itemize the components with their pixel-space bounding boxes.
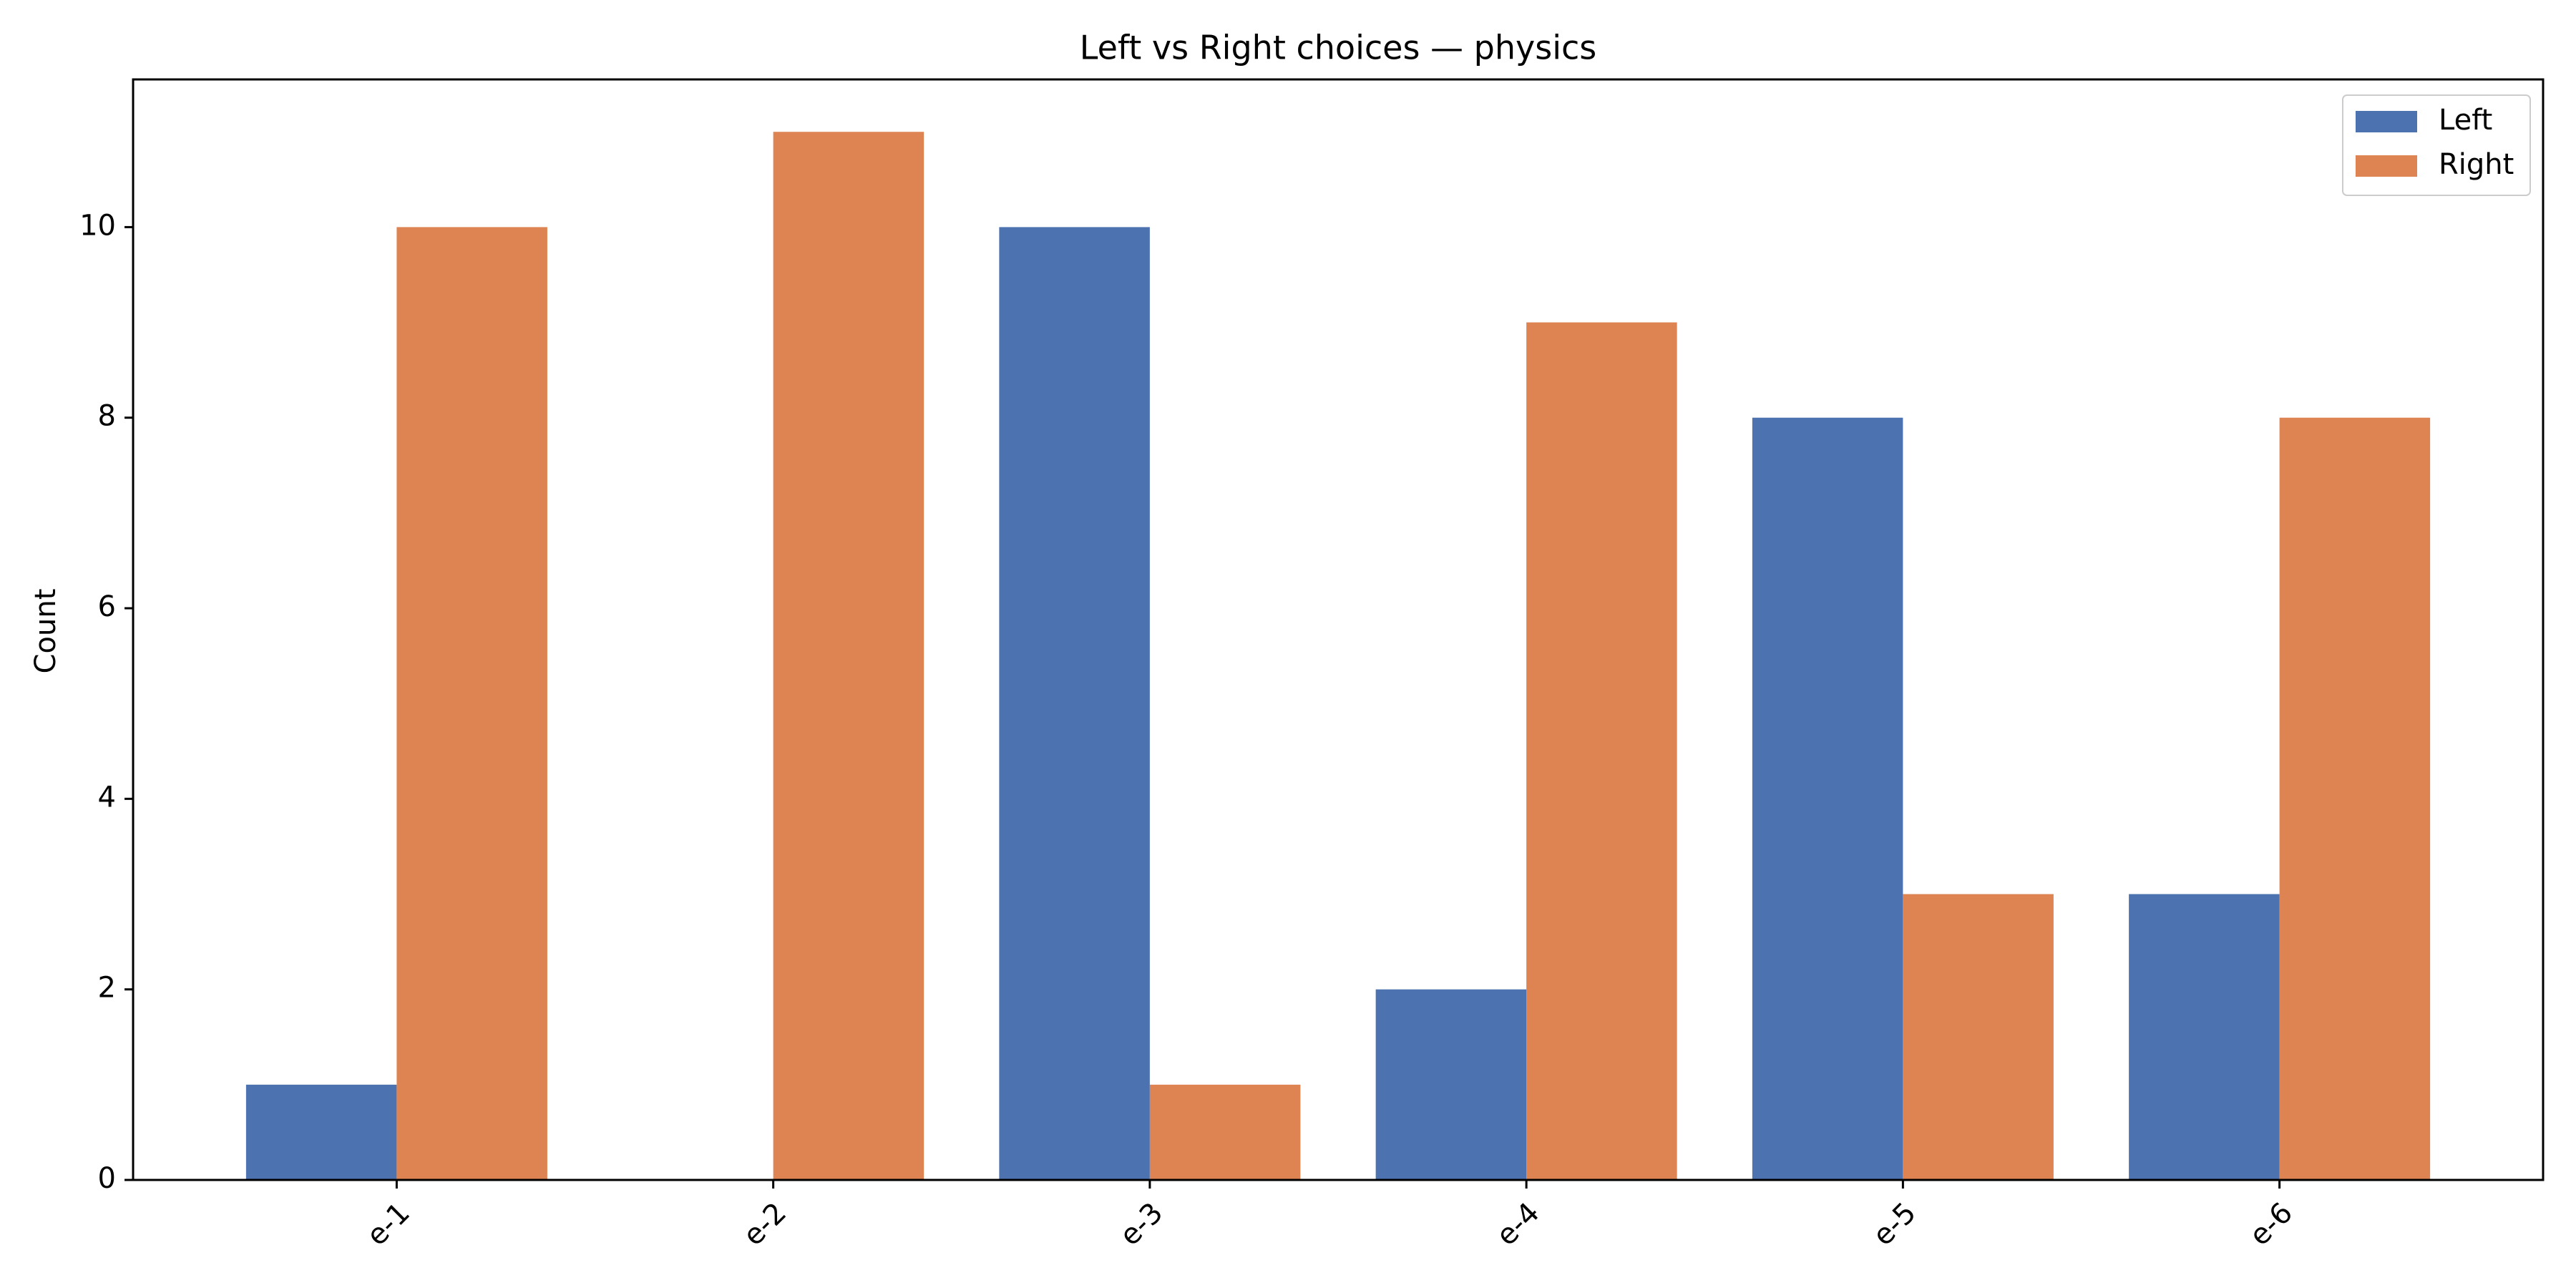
legend-label-left: Left: [2439, 104, 2492, 137]
bar-left-e-6: [2129, 894, 2280, 1180]
bar-right-e-5: [1903, 894, 2054, 1180]
y-tick-label: 2: [98, 972, 116, 1005]
bar-right-e-4: [1526, 322, 1677, 1180]
chart-title: Left vs Right choices — physics: [1080, 29, 1596, 67]
bar-right-e-6: [2279, 417, 2431, 1180]
bar-right-e-2: [773, 132, 924, 1181]
legend-label-right: Right: [2439, 148, 2514, 181]
y-tick-label: 10: [79, 209, 116, 242]
y-tick-label: 8: [98, 400, 116, 433]
legend: Left Right: [2342, 94, 2531, 196]
y-tick-label: 0: [98, 1162, 116, 1195]
bar-left-e-1: [245, 1084, 397, 1180]
legend-swatch-right: [2356, 155, 2417, 177]
legend-swatch-left: [2356, 111, 2417, 132]
bar-right-e-1: [396, 227, 547, 1181]
plot-frame: [132, 78, 2545, 1181]
bar-left-e-3: [999, 227, 1150, 1181]
bar-left-e-5: [1752, 417, 1903, 1180]
y-tick-label: 6: [98, 590, 116, 623]
y-axis: 0 2 4 6 8 10: [79, 209, 133, 1195]
bar-right-e-3: [1149, 1084, 1301, 1180]
y-axis-label: Count: [29, 589, 62, 674]
y-tick-label: 4: [98, 781, 116, 814]
bars-group: [245, 132, 2431, 1181]
bar-left-e-4: [1375, 989, 1527, 1180]
